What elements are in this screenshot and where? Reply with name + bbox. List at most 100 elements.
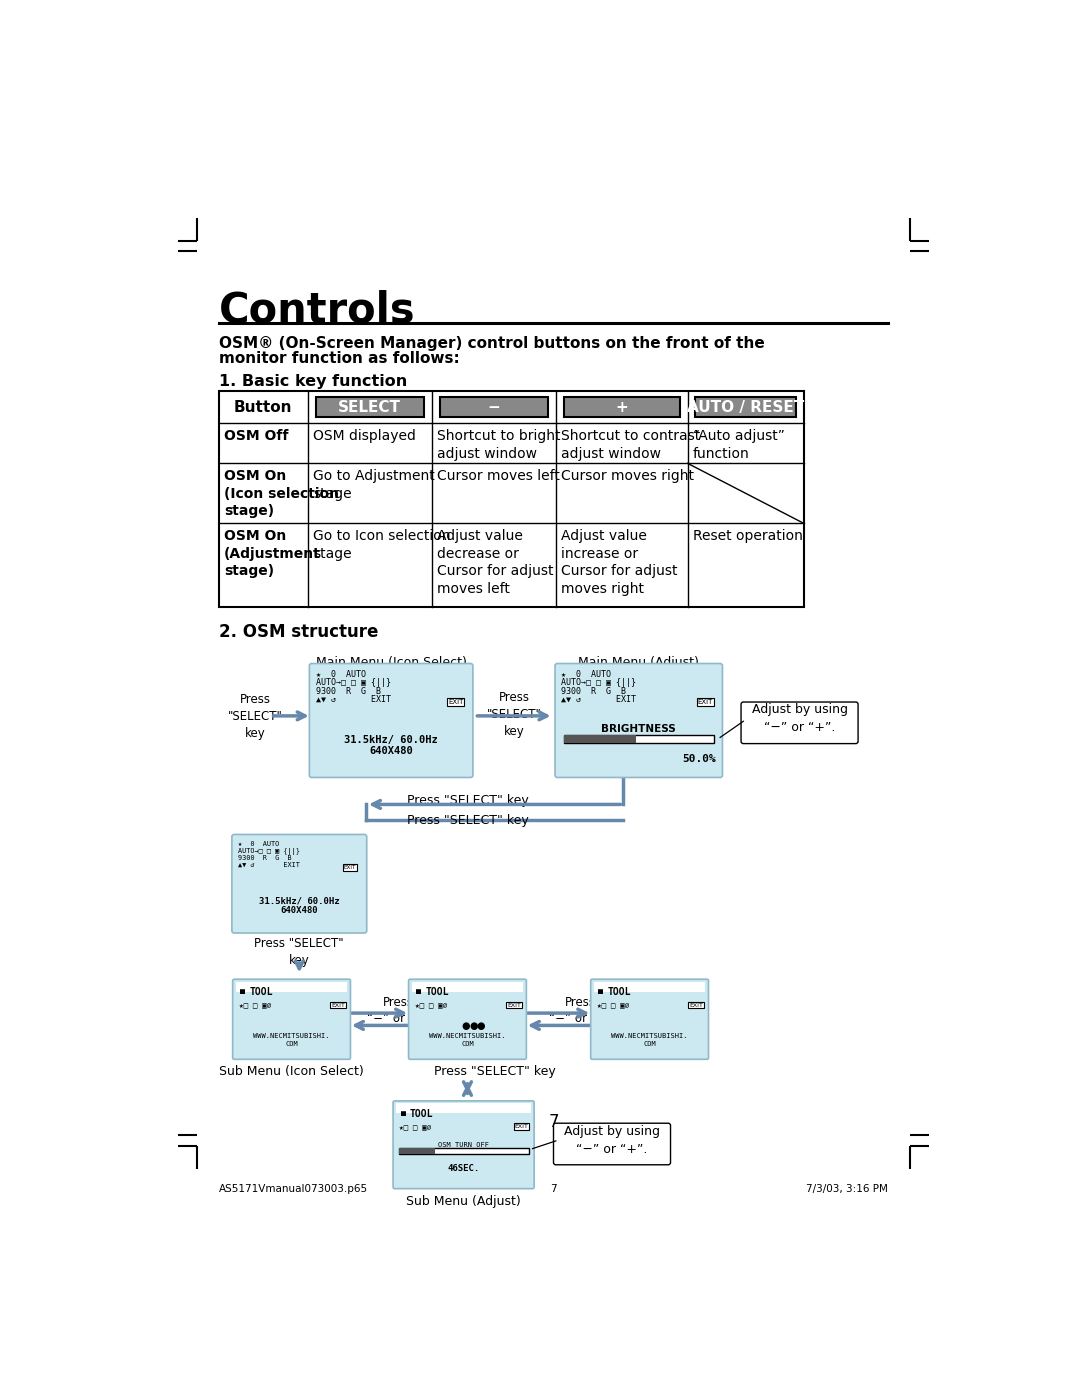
- Text: 46SEC.: 46SEC.: [447, 1164, 480, 1173]
- Text: TOOL: TOOL: [426, 986, 449, 997]
- Text: ●: ●: [469, 1021, 477, 1031]
- Bar: [697, 698, 714, 705]
- Text: AUTO / RESET: AUTO / RESET: [687, 400, 805, 415]
- Bar: [514, 1123, 529, 1130]
- Text: 1. Basic key function: 1. Basic key function: [218, 374, 407, 388]
- Text: EXIT: EXIT: [698, 698, 713, 705]
- Text: 50.0%: 50.0%: [683, 754, 716, 764]
- Text: Reset operation: Reset operation: [693, 529, 802, 543]
- Text: −: −: [487, 400, 500, 415]
- Bar: [564, 735, 714, 743]
- Text: ★  0  AUTO: ★ 0 AUTO: [315, 669, 365, 679]
- Text: Press
“−” or “+”: Press “−” or “+”: [366, 996, 431, 1025]
- Text: ★  0  AUTO: ★ 0 AUTO: [562, 669, 611, 679]
- Text: ■: ■: [598, 986, 604, 996]
- Text: TOOL: TOOL: [410, 1109, 434, 1119]
- Text: 640X480: 640X480: [281, 907, 319, 915]
- Text: TOOL: TOOL: [608, 986, 631, 997]
- Text: Press
"SELECT"
key: Press "SELECT" key: [486, 692, 541, 738]
- Text: COM: COM: [461, 1041, 474, 1046]
- Text: Press "SELECT" key: Press "SELECT" key: [407, 795, 529, 807]
- Text: +: +: [616, 400, 629, 415]
- Text: Press "SELECT" key: Press "SELECT" key: [434, 1066, 555, 1078]
- Text: 7: 7: [550, 1185, 557, 1194]
- FancyBboxPatch shape: [591, 979, 708, 1059]
- Text: Controls: Controls: [218, 289, 416, 331]
- Text: Sub Menu (Icon Select): Sub Menu (Icon Select): [219, 1066, 364, 1078]
- Text: Cursor moves right: Cursor moves right: [562, 469, 694, 483]
- Text: OSM TURN OFF: OSM TURN OFF: [438, 1143, 489, 1148]
- Bar: [564, 397, 679, 418]
- Bar: [440, 397, 548, 418]
- Text: WWW.NECMITSUBISHI.: WWW.NECMITSUBISHI.: [254, 1034, 329, 1039]
- Bar: [218, 391, 804, 606]
- Bar: [688, 1002, 704, 1009]
- Bar: [507, 1002, 522, 1009]
- Text: AUTO→□ □ ▣ {||}: AUTO→□ □ ▣ {||}: [238, 848, 300, 855]
- Text: Adjust value
increase or
Cursor for adjust
moves right: Adjust value increase or Cursor for adju…: [562, 529, 678, 597]
- Text: Press
“−” or “+”: Press “−” or “+”: [549, 996, 612, 1025]
- Text: 2. OSM structure: 2. OSM structure: [218, 623, 378, 641]
- Bar: [235, 982, 348, 992]
- Text: 640X480: 640X480: [369, 746, 413, 756]
- Text: BRIGHTNESS: BRIGHTNESS: [602, 725, 676, 735]
- Text: Main Menu (Adjust): Main Menu (Adjust): [578, 655, 699, 669]
- Text: ★□ □ ▣∅: ★□ □ ▣∅: [239, 1002, 271, 1010]
- Text: OSM On
(Adjustment
stage): OSM On (Adjustment stage): [225, 529, 321, 578]
- Text: EXIT: EXIT: [332, 1003, 345, 1007]
- Text: AUTO→□ □ ▣ {||}: AUTO→□ □ ▣ {||}: [562, 678, 636, 687]
- Text: EXIT: EXIT: [507, 1003, 521, 1007]
- Text: ▲▼ ↺       EXIT: ▲▼ ↺ EXIT: [562, 696, 636, 704]
- Bar: [411, 982, 524, 992]
- FancyBboxPatch shape: [408, 979, 526, 1059]
- Text: ■: ■: [416, 986, 421, 996]
- Text: 31.5kHz/ 60.0Hz: 31.5kHz/ 60.0Hz: [345, 735, 438, 745]
- Text: Cursor moves left: Cursor moves left: [437, 469, 561, 483]
- Text: Press "SELECT"
key: Press "SELECT" key: [255, 937, 345, 967]
- Text: Adjust value
decrease or
Cursor for adjust
moves left: Adjust value decrease or Cursor for adju…: [437, 529, 554, 597]
- Text: Go to Icon selection
stage: Go to Icon selection stage: [313, 529, 450, 560]
- Bar: [315, 397, 424, 418]
- Text: EXIT: EXIT: [343, 865, 356, 870]
- Text: ●: ●: [476, 1021, 485, 1031]
- Text: OSM On
(Icon selection
stage): OSM On (Icon selection stage): [225, 469, 339, 518]
- Text: AS5171Vmanual073003.p65: AS5171Vmanual073003.p65: [218, 1185, 368, 1194]
- Bar: [447, 698, 464, 705]
- Text: ●: ●: [461, 1021, 470, 1031]
- Text: OSM® (On-Screen Manager) control buttons on the front of the: OSM® (On-Screen Manager) control buttons…: [218, 335, 765, 351]
- Text: Adjust by using
“−” or “+”.: Adjust by using “−” or “+”.: [752, 704, 848, 735]
- Bar: [399, 1148, 529, 1154]
- FancyBboxPatch shape: [232, 979, 350, 1059]
- Text: ★□ □ ▣∅: ★□ □ ▣∅: [400, 1123, 432, 1132]
- Bar: [594, 982, 705, 992]
- FancyBboxPatch shape: [554, 1123, 671, 1165]
- Text: Shortcut to bright
adjust window: Shortcut to bright adjust window: [437, 429, 561, 461]
- FancyBboxPatch shape: [309, 664, 473, 778]
- Text: EXIT: EXIT: [448, 698, 463, 705]
- Text: TOOL: TOOL: [249, 986, 273, 997]
- FancyBboxPatch shape: [555, 664, 723, 778]
- Bar: [330, 1002, 346, 1009]
- Bar: [696, 397, 796, 418]
- Text: 9300  R  G  B: 9300 R G B: [315, 686, 380, 696]
- Text: Press
"SELECT"
key: Press "SELECT" key: [228, 693, 283, 740]
- Text: ■: ■: [241, 986, 245, 996]
- Text: 9300  R  G  B: 9300 R G B: [562, 686, 626, 696]
- Text: ★□ □ ▣∅: ★□ □ ▣∅: [597, 1002, 630, 1010]
- Text: ▲▼ ↺       EXIT: ▲▼ ↺ EXIT: [315, 696, 391, 704]
- FancyBboxPatch shape: [232, 834, 367, 933]
- Text: 7: 7: [549, 1113, 558, 1132]
- Text: AUTO→□ □ ▣ {||}: AUTO→□ □ ▣ {||}: [315, 678, 391, 687]
- Text: ★□ □ ▣∅: ★□ □ ▣∅: [415, 1002, 447, 1010]
- Text: EXIT: EXIT: [689, 1003, 703, 1007]
- Text: SELECT: SELECT: [338, 400, 402, 415]
- Text: Press "SELECT" key: Press "SELECT" key: [407, 813, 529, 827]
- Text: COM: COM: [285, 1041, 298, 1046]
- Text: EXIT: EXIT: [515, 1125, 529, 1129]
- Text: “Auto adjust”
function: “Auto adjust” function: [693, 429, 785, 461]
- Text: OSM Off: OSM Off: [225, 429, 288, 443]
- Text: WWW.NECMITSUBISHI.: WWW.NECMITSUBISHI.: [429, 1034, 505, 1039]
- Text: monitor function as follows:: monitor function as follows:: [218, 351, 459, 366]
- Text: Button: Button: [234, 400, 293, 415]
- Text: 31.5kHz/ 60.0Hz: 31.5kHz/ 60.0Hz: [259, 897, 339, 905]
